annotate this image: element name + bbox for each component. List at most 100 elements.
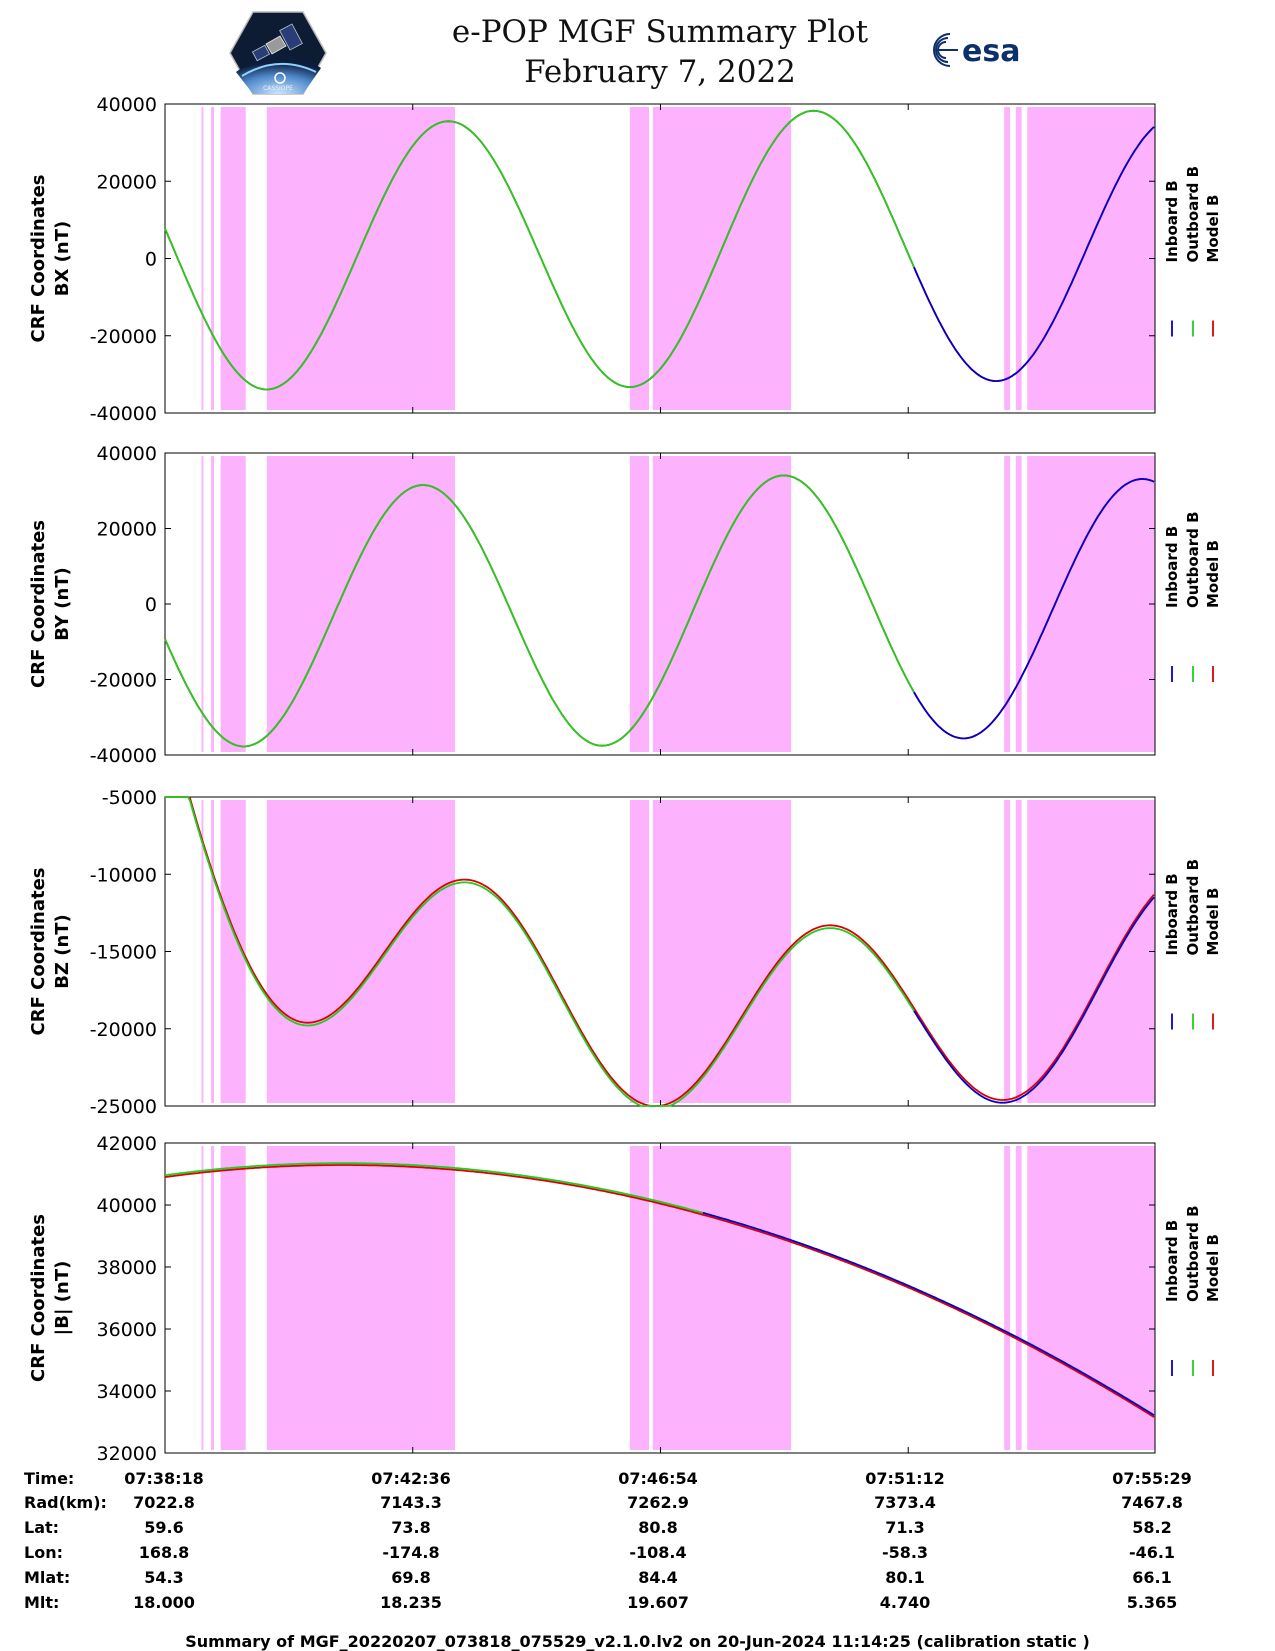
y-tick-label: 20000 bbox=[97, 171, 157, 193]
shaded-interval bbox=[1015, 800, 1022, 1103]
y-tick-label: -20000 bbox=[90, 1019, 157, 1041]
legend-label: Inboard B bbox=[1163, 526, 1181, 608]
legend-label: Outboard B bbox=[1184, 859, 1202, 956]
shaded-interval bbox=[1027, 1146, 1155, 1450]
shaded-interval bbox=[1027, 456, 1155, 752]
plot-date: February 7, 2022 bbox=[524, 54, 796, 90]
y-tick-label: 42000 bbox=[97, 1133, 157, 1155]
series-inboard-b bbox=[913, 478, 1155, 740]
y-axis-label: CRF Coordinates |B| (nT) bbox=[28, 1214, 73, 1382]
y-tick-label: -5000 bbox=[102, 787, 157, 809]
y-axis-label-line: CRF Coordinates bbox=[28, 175, 49, 343]
y-axis-label-line: BX (nT) bbox=[52, 221, 73, 296]
shaded-interval bbox=[652, 1146, 792, 1450]
y-tick-label: -40000 bbox=[90, 745, 157, 767]
shaded-interval bbox=[201, 107, 204, 410]
y-axis-label-line: CRF Coordinates bbox=[28, 1214, 49, 1382]
shaded-interval bbox=[652, 800, 792, 1103]
shaded-interval bbox=[266, 1146, 455, 1450]
legend-label: Outboard B bbox=[1184, 1205, 1202, 1302]
panel-3: -5000 -10000 -15000 -20000 -25000 CRF Coordin… bbox=[28, 787, 1222, 1118]
shaded-interval bbox=[220, 1146, 246, 1450]
shaded-interval bbox=[1027, 107, 1155, 410]
legend-label: Inboard B bbox=[1163, 873, 1181, 955]
esa-wordmark: esa bbox=[962, 34, 1020, 69]
y-tick-label: -15000 bbox=[90, 942, 157, 964]
shaded-interval bbox=[629, 1146, 649, 1450]
series-outboard-b bbox=[164, 1162, 703, 1214]
y-tick-label: 40000 bbox=[97, 1195, 157, 1217]
y-tick-label: -25000 bbox=[90, 1096, 157, 1118]
y-tick-label: 32000 bbox=[97, 1443, 157, 1465]
y-axis-label-line: BZ (nT) bbox=[52, 914, 73, 989]
y-axis-label: CRF Coordinates BX (nT) bbox=[28, 175, 73, 343]
y-tick-label: 36000 bbox=[97, 1319, 157, 1341]
shaded-interval bbox=[201, 800, 204, 1103]
y-tick-label: 34000 bbox=[97, 1381, 157, 1403]
legend-label: Model B bbox=[1204, 195, 1222, 263]
shaded-interval bbox=[1027, 800, 1155, 1103]
y-tick-label: 38000 bbox=[97, 1257, 157, 1279]
cassiope-satellite-logo: CASSIOPE bbox=[229, 11, 327, 95]
series-inboard-b bbox=[702, 1211, 1155, 1416]
legend-label: Outboard B bbox=[1184, 166, 1202, 263]
panel-2: 40000 20000 0 -20000 -40000 CRF Coordinates BY… bbox=[28, 443, 1222, 767]
shaded-interval bbox=[211, 107, 214, 410]
shaded-interval bbox=[266, 107, 455, 410]
y-tick-label: 40000 bbox=[97, 94, 157, 116]
y-tick-label: 0 bbox=[145, 594, 157, 616]
y-tick-label: -20000 bbox=[90, 326, 157, 348]
y-tick-label: -20000 bbox=[90, 670, 157, 692]
series-outboard-b bbox=[164, 109, 915, 391]
shaded-interval bbox=[1015, 456, 1022, 752]
series-inboard-b bbox=[913, 896, 1155, 1104]
shaded-interval bbox=[266, 456, 455, 752]
y-axis-label: CRF Coordinates BZ (nT) bbox=[28, 868, 73, 1036]
y-axis-label: CRF Coordinates BY (nT) bbox=[28, 520, 73, 688]
shaded-interval bbox=[652, 456, 792, 752]
y-tick-label: 40000 bbox=[97, 443, 157, 465]
shaded-interval bbox=[211, 800, 214, 1103]
legend-label: Model B bbox=[1204, 1234, 1222, 1302]
shaded-interval bbox=[266, 800, 455, 1103]
shaded-interval bbox=[629, 456, 649, 752]
panel-1: 40000 20000 0 -20000 -40000 CRF Coordinates BX… bbox=[28, 94, 1222, 425]
shaded-interval bbox=[1015, 107, 1022, 410]
legend-label: Outboard B bbox=[1184, 511, 1202, 608]
shaded-interval bbox=[1004, 800, 1010, 1103]
y-tick-label: -10000 bbox=[90, 864, 157, 886]
panel-4: 42000 40000 38000 36000 34000 32000 CRF Coordi… bbox=[28, 1133, 1222, 1465]
series-model-b bbox=[164, 1164, 1155, 1418]
shaded-interval bbox=[220, 456, 246, 752]
series-inboard-b bbox=[913, 126, 1155, 383]
shaded-interval bbox=[211, 1146, 214, 1450]
y-axis-label-line: CRF Coordinates bbox=[28, 868, 49, 1036]
y-axis-label-line: CRF Coordinates bbox=[28, 520, 49, 688]
series-outboard-b bbox=[164, 474, 915, 748]
shaded-interval bbox=[220, 107, 246, 410]
y-tick-label: 0 bbox=[145, 249, 157, 271]
satellite-icon bbox=[251, 23, 303, 62]
legend-label: Model B bbox=[1204, 888, 1222, 956]
shaded-interval bbox=[1004, 1146, 1010, 1450]
shaded-interval bbox=[629, 107, 649, 410]
shaded-interval bbox=[211, 456, 214, 752]
y-tick-label: -40000 bbox=[90, 403, 157, 425]
footer-summary: Summary of MGF_20220207_073818_075529_v2… bbox=[185, 1632, 1090, 1651]
shaded-interval bbox=[201, 456, 204, 752]
legend-label: Model B bbox=[1204, 540, 1222, 608]
shaded-interval bbox=[1004, 107, 1010, 410]
shaded-interval bbox=[201, 1146, 204, 1450]
shaded-interval bbox=[652, 107, 792, 410]
shaded-interval bbox=[1004, 456, 1010, 752]
svg-text:CASSIOPE: CASSIOPE bbox=[263, 85, 293, 92]
legend-label: Inboard B bbox=[1163, 180, 1181, 262]
legend-label: Inboard B bbox=[1163, 1220, 1181, 1302]
esa-logo: esa bbox=[933, 33, 1020, 69]
shaded-interval bbox=[1015, 1146, 1022, 1450]
shaded-interval bbox=[629, 800, 649, 1103]
y-axis-label-line: BY (nT) bbox=[52, 567, 73, 641]
y-axis-label-line: |B| (nT) bbox=[52, 1261, 73, 1336]
plot-title: e-POP MGF Summary Plot bbox=[451, 14, 869, 50]
